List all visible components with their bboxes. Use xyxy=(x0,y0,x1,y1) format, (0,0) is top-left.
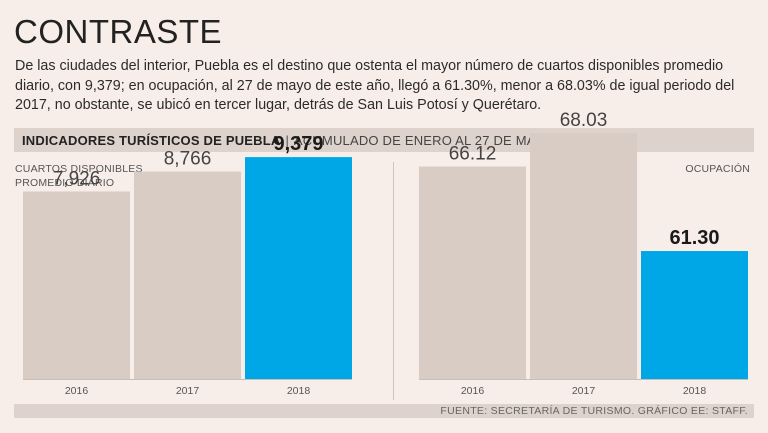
occupancy-chart-title-line-1: OCUPACIÓN xyxy=(685,163,750,175)
occupancy-bar-2017 xyxy=(530,133,637,379)
rooms-value-label-2016: 7,926 xyxy=(53,168,101,189)
rooms-bar-2016 xyxy=(23,191,130,379)
occupancy-bar-2016 xyxy=(419,166,526,379)
rooms-chart-title-line-1: CUARTOS DISPONIBLES xyxy=(15,163,143,175)
page-title: CONTRASTE xyxy=(14,13,223,50)
rooms-tick-label-2018: 2018 xyxy=(287,385,311,397)
occupancy-chart-title: OCUPACIÓN xyxy=(685,162,750,176)
occupancy-bar-2018 xyxy=(641,251,748,379)
rooms-chart-title-line-2: PROMEDIO DIARIO xyxy=(15,177,115,189)
occupancy-value-label-2018: 61.30 xyxy=(669,227,719,249)
band-separator: | xyxy=(285,132,289,148)
source-note: FUENTE: SECRETARÍA DE TURISMO. GRÁFICO E… xyxy=(440,405,748,417)
occupancy-tick-label-2016: 2016 xyxy=(461,385,485,397)
occupancy-tick-label-2018: 2018 xyxy=(683,385,707,397)
occupancy-chart: 66.12 2016 68.03 2017 61.30 2018 xyxy=(419,110,748,397)
occupancy-tick-label-2017: 2017 xyxy=(572,385,596,397)
rooms-tick-label-2017: 2017 xyxy=(176,385,200,397)
rooms-value-label-2017: 8,766 xyxy=(164,149,212,170)
panel-divider xyxy=(393,162,394,400)
rooms-chart: 7,926 2016 8,766 2017 9,379 2018 xyxy=(23,133,352,397)
rooms-bar-2017 xyxy=(134,171,241,379)
rooms-chart-title: CUARTOS DISPONIBLES PROMEDIO DIARIO xyxy=(15,162,143,190)
occupancy-value-label-2017: 68.03 xyxy=(560,110,608,131)
occupancy-value-label-2016: 66.12 xyxy=(449,144,497,165)
source-footer: FUENTE: SECRETARÍA DE TURISMO. GRÁFICO E… xyxy=(14,404,754,418)
description-paragraph: De las ciudades del interior, Puebla es … xyxy=(15,58,735,113)
band-title: INDICADORES TURÍSTICOS DE PUEBLA xyxy=(22,132,281,148)
rooms-value-label-2018: 9,379 xyxy=(273,133,323,155)
rooms-tick-label-2016: 2016 xyxy=(65,385,89,397)
rooms-bar-2018 xyxy=(245,157,352,379)
